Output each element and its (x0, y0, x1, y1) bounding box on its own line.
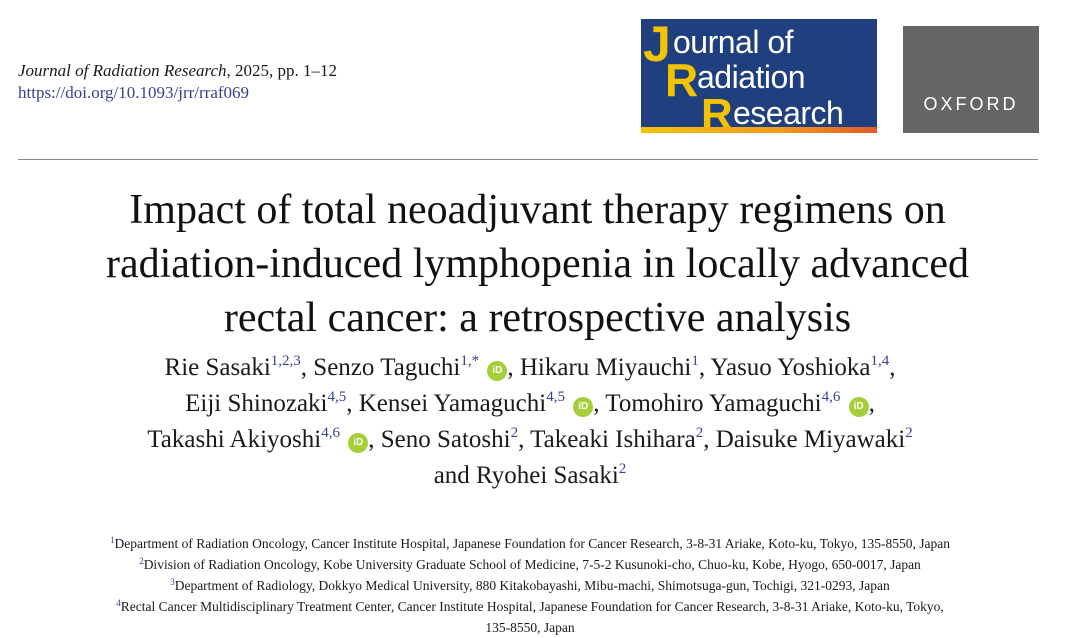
author-affiliation-ref[interactable]: 2 (695, 425, 704, 441)
author-name: Senzo Taguchi (313, 354, 461, 381)
author-affiliation-ref[interactable]: 1 (691, 353, 699, 369)
orcid-icon[interactable]: iD (348, 433, 369, 453)
author-affiliation-ref[interactable]: 2 (618, 461, 627, 477)
journal-name: Journal of Radiation Research (18, 61, 227, 80)
affiliation-text: Rectal Cancer Multidisciplinary Treatmen… (120, 599, 944, 614)
author-affiliation-ref[interactable]: 1,4 (870, 353, 890, 369)
author: Rie Sasaki1,2,3 (164, 353, 301, 382)
author-separator: , (698, 354, 706, 381)
title-line: Impact of total neoadjuvant therapy regi… (129, 187, 946, 233)
oxford-logo-text: OXFORD (923, 94, 1019, 114)
author-separator: , (346, 390, 353, 417)
affiliation: 2Division of Radiation Oncology, Kobe Un… (0, 554, 1060, 575)
author-separator: , (593, 390, 600, 417)
author-name: Takashi Akiyoshi (147, 426, 322, 453)
author-name: Takeaki Ishihara (530, 426, 696, 453)
affiliation: 135-8550, Japan (0, 617, 1060, 638)
orcid-icon[interactable]: iD (573, 397, 594, 417)
author-name: Eiji Shinozaki (185, 390, 328, 417)
author-affiliation-ref[interactable]: 4,6 (821, 389, 841, 405)
citation: Journal of Radiation Research, 2025, pp.… (18, 60, 337, 104)
affiliation-text: 135-8550, Japan (485, 620, 575, 635)
author-separator: , (868, 390, 875, 417)
logo-stripe (641, 127, 877, 133)
author-separator: , (368, 426, 375, 453)
affiliation-number: 1 (110, 535, 115, 545)
author: Kensei Yamaguchi4,5 iD (358, 389, 594, 417)
author: Tomohiro Yamaguchi4,6 iD (605, 389, 869, 417)
affiliation: 1Department of Radiation Oncology, Cance… (0, 533, 1060, 554)
author-name: Daisuke Miyawaki (715, 426, 906, 453)
author-separator: , (703, 426, 710, 453)
orcid-icon[interactable]: iD (848, 397, 869, 417)
author-name: Tomohiro Yamaguchi (605, 390, 822, 417)
affiliation-list: 1Department of Radiation Oncology, Cance… (0, 533, 1060, 638)
author: Eiji Shinozaki4,5 (185, 389, 347, 418)
author-affiliation-ref[interactable]: 4,5 (327, 389, 347, 405)
author-name: Ryohei Sasaki (476, 462, 619, 489)
author-affiliation-ref[interactable]: 1,2,3 (270, 353, 301, 369)
author-name: Kensei Yamaguchi (358, 390, 547, 417)
author-separator: , (889, 354, 896, 381)
author-name: Seno Satoshi (380, 426, 511, 453)
author-line-2: Eiji Shinozaki4,5, Kensei Yamaguchi4,5 i… (0, 386, 1060, 422)
orcid-icon[interactable]: iD (487, 361, 508, 381)
affiliation: 3Department of Radiology, Dokkyo Medical… (0, 575, 1060, 596)
affiliation-text: Department of Radiation Oncology, Cancer… (114, 536, 950, 551)
author-separator: , (300, 354, 308, 381)
author-affiliation-ref[interactable]: 2 (510, 425, 519, 441)
logo-letter-j: J (643, 19, 671, 72)
affiliation-number: 4 (116, 598, 121, 608)
author: Ryohei Sasaki2 (476, 461, 627, 490)
citation-pages: , 2025, pp. 1–12 (226, 61, 338, 80)
author-line-1: Rie Sasaki1,2,3, Senzo Taguchi1,* iD, Hi… (0, 350, 1060, 386)
author-line-3: Takashi Akiyoshi4,6 iD, Seno Satoshi2, T… (0, 422, 1060, 458)
affiliation-text: Department of Radiology, Dokkyo Medical … (174, 578, 890, 593)
author-affiliation-ref[interactable]: 2 (905, 425, 913, 441)
title-line: radiation-induced lymphopenia in locally… (105, 241, 970, 287)
author: Takeaki Ishihara2 (530, 425, 704, 454)
author-conjunction: and (433, 462, 470, 489)
author-separator: , (518, 426, 525, 453)
logo-letter-r: R (665, 54, 699, 106)
logo-word-ournal: ournal of (673, 24, 794, 60)
journal-citation-line: Journal of Radiation Research, 2025, pp.… (18, 60, 337, 82)
oxford-logo[interactable]: OXFORD (903, 26, 1039, 133)
author: Yasuo Yoshioka1,4 (710, 353, 890, 382)
logo-word-adiation: adiation (697, 59, 806, 95)
header-divider (18, 159, 1038, 160)
author: Takashi Akiyoshi4,6 iD (147, 425, 369, 453)
author: Senzo Taguchi1,* iD (313, 353, 508, 381)
author-affiliation-ref[interactable]: 4,5 (546, 389, 565, 405)
article-title: Impact of total neoadjuvant therapy regi… (0, 183, 1075, 345)
affiliation-number: 3 (170, 577, 175, 587)
title-line: rectal cancer: a retrospective analysis (223, 295, 852, 341)
affiliation: 4Rectal Cancer Multidisciplinary Treatme… (0, 596, 1060, 617)
author-affiliation-ref[interactable]: 1,* (460, 353, 480, 369)
affiliation-text: Division of Radiation Oncology, Kobe Uni… (143, 557, 921, 572)
author-name: Rie Sasaki (164, 354, 271, 381)
logo-word-esearch: esearch (733, 95, 844, 131)
author: Daisuke Miyawaki2 (715, 425, 913, 454)
author-affiliation-ref[interactable]: 4,6 (321, 425, 340, 441)
logo-letter-r2: R (701, 90, 733, 134)
author-line-4: and Ryohei Sasaki2 (0, 458, 1060, 494)
author: Seno Satoshi2 (380, 425, 519, 454)
author-name: Hikaru Miyauchi (519, 354, 692, 381)
jrr-logo[interactable]: J ournal of R adiation R esearch (641, 19, 877, 133)
author: Hikaru Miyauchi1 (519, 353, 699, 382)
author-name: Yasuo Yoshioka (710, 354, 871, 381)
doi-link[interactable]: https://doi.org/10.1093/jrr/rraf069 (18, 83, 250, 102)
affiliation-number: 2 (139, 556, 144, 566)
author-list: Rie Sasaki1,2,3, Senzo Taguchi1,* iD, Hi… (0, 350, 1060, 494)
author-separator: , (507, 354, 514, 381)
